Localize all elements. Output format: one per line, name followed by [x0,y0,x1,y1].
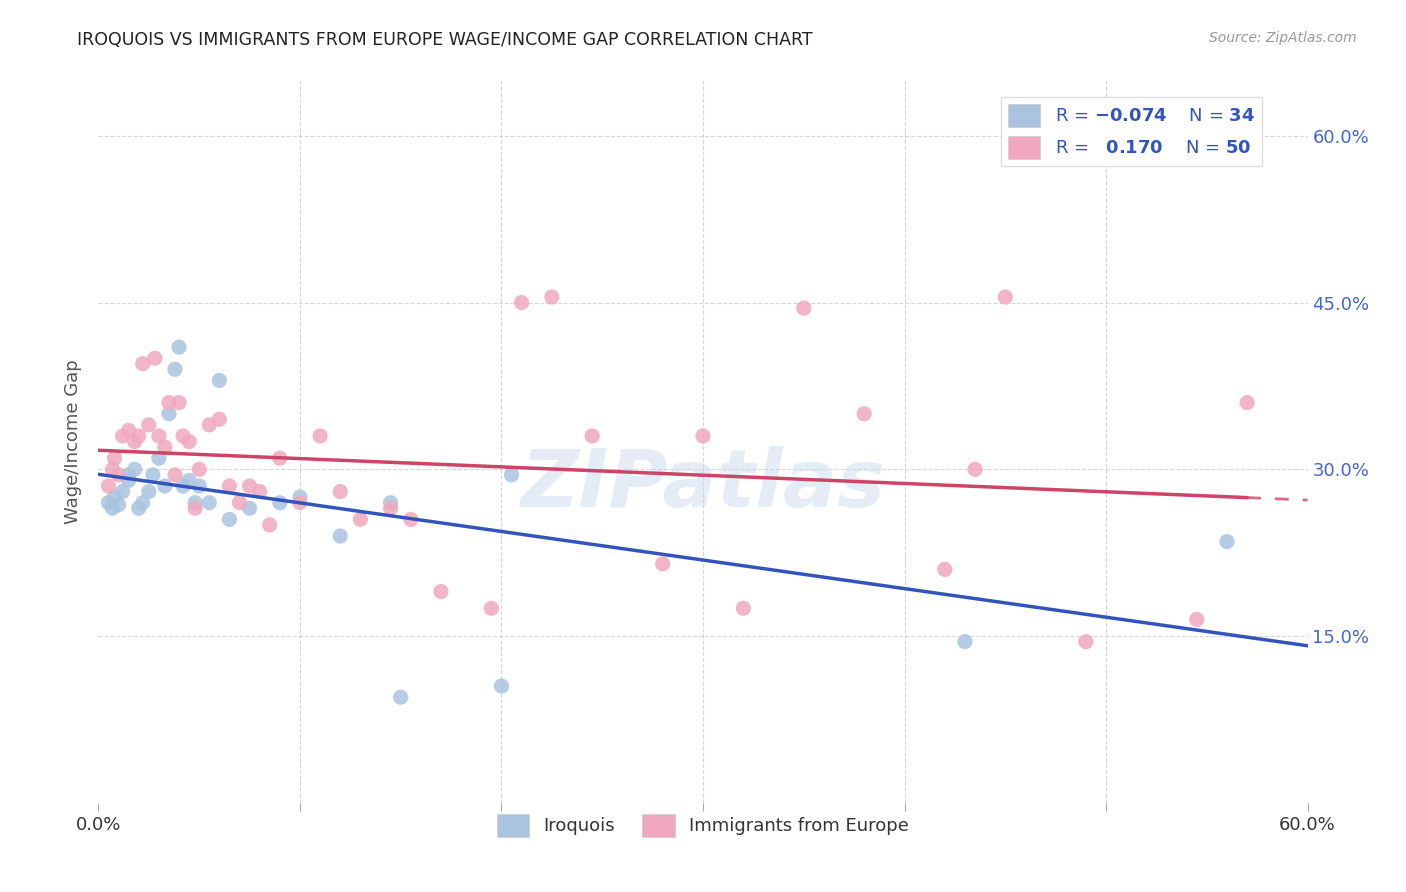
Point [198,496,221,510]
Point [103,451,125,466]
Point [380,501,402,516]
Point [128,501,150,516]
Point [179,434,201,449]
Point [167,340,190,354]
Text: IROQUOIS VS IMMIGRANTS FROM EUROPE WAGE/INCOME GAP CORRELATION CHART: IROQUOIS VS IMMIGRANTS FROM EUROPE WAGE/… [77,31,813,49]
Point [184,501,207,516]
Point [288,490,311,504]
Point [172,429,194,443]
Point [132,496,155,510]
Point [1236,395,1258,409]
Point [153,479,176,493]
Point [111,429,134,443]
Point [218,479,240,493]
Point [132,357,155,371]
Point [581,429,603,443]
Point [97,496,120,510]
Point [208,412,231,426]
Point [118,467,141,482]
Point [269,496,291,510]
Point [692,429,714,443]
Point [124,434,146,449]
Point [389,690,412,705]
Point [163,467,186,482]
Point [124,462,146,476]
Point [153,440,176,454]
Point [1074,634,1097,648]
Point [188,462,211,476]
Point [179,474,201,488]
Point [208,373,231,387]
Point [111,484,134,499]
Point [198,417,221,432]
Point [380,496,402,510]
Point [491,679,513,693]
Point [101,462,124,476]
Point [148,451,170,466]
Point [107,467,129,482]
Point [118,424,141,438]
Point [399,512,422,526]
Point [510,295,533,310]
Point [138,417,160,432]
Point [188,479,211,493]
Point [163,362,186,376]
Point [269,451,291,466]
Point [853,407,876,421]
Point [349,512,371,526]
Point [329,484,352,499]
Point [184,496,207,510]
Point [239,501,262,516]
Point [249,484,271,499]
Point [288,496,311,510]
Point [481,601,503,615]
Point [994,290,1017,304]
Point [239,479,262,493]
Point [167,395,190,409]
Point [228,496,250,510]
Point [309,429,332,443]
Point [118,474,141,488]
Point [934,562,956,576]
Text: Source: ZipAtlas.com: Source: ZipAtlas.com [1209,31,1357,45]
Point [97,479,120,493]
Point [157,395,180,409]
Point [1185,612,1208,626]
Point [651,557,673,571]
Point [143,351,166,366]
Point [128,429,150,443]
Legend: Iroquois, Immigrants from Europe: Iroquois, Immigrants from Europe [489,806,917,845]
Point [103,490,125,504]
Point [501,467,523,482]
Point [218,512,240,526]
Point [172,479,194,493]
Text: ZIPatlas: ZIPatlas [520,446,886,524]
Point [101,501,124,516]
Point [142,467,165,482]
Y-axis label: Wage/Income Gap: Wage/Income Gap [63,359,82,524]
Point [138,484,160,499]
Point [733,601,755,615]
Point [430,584,453,599]
Point [540,290,562,304]
Point [148,429,170,443]
Point [259,517,281,532]
Point [965,462,987,476]
Point [953,634,976,648]
Point [793,301,815,315]
Point [107,498,129,512]
Point [157,407,180,421]
Point [329,529,352,543]
Point [1216,534,1239,549]
